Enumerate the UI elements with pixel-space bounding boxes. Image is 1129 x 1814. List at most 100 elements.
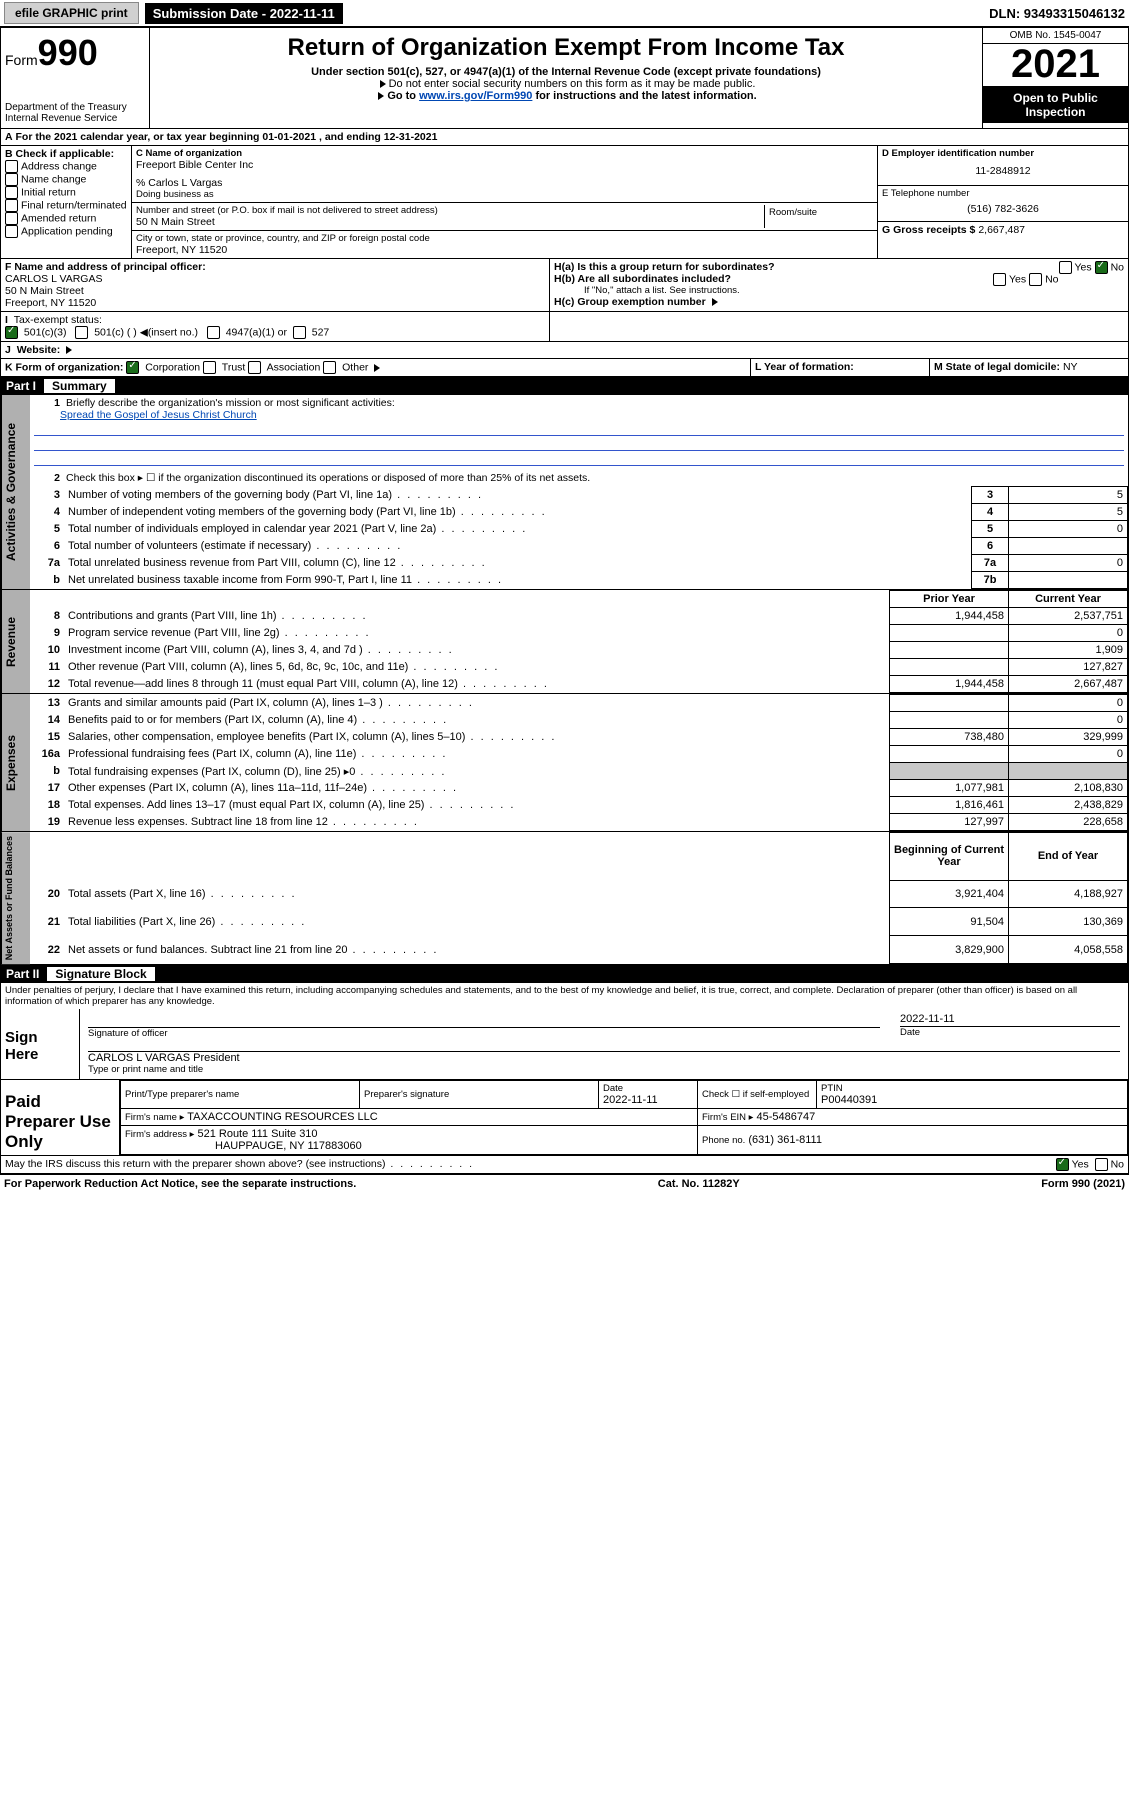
dln-number: DLN: 93493315046132 xyxy=(989,6,1125,21)
corp-checkbox[interactable] xyxy=(126,361,139,374)
officer-group-row: F Name and address of principal officer:… xyxy=(0,259,1129,312)
principal-officer: F Name and address of principal officer:… xyxy=(1,259,550,311)
discuss-no-checkbox[interactable] xyxy=(1095,1158,1108,1171)
officer-printed: CARLOS L VARGAS President xyxy=(88,1052,1120,1064)
submission-date: Submission Date - 2022-11-11 xyxy=(145,3,343,24)
sig-date: 2022-11-11 xyxy=(900,1013,1120,1025)
irs-form-link[interactable]: www.irs.gov/Form990 xyxy=(419,90,532,102)
ein: 11-2848912 xyxy=(882,159,1124,183)
table-row: 4Number of independent voting members of… xyxy=(30,504,1128,521)
city-state-zip: Freeport, NY 11520 xyxy=(136,244,873,256)
trust-checkbox[interactable] xyxy=(203,361,216,374)
governance-table: 3Number of voting members of the governi… xyxy=(30,486,1128,589)
table-row: 22Net assets or fund balances. Subtract … xyxy=(30,936,1128,964)
table-row: 5Total number of individuals employed in… xyxy=(30,521,1128,538)
table-row: 16aProfessional fundraising fees (Part I… xyxy=(30,746,1128,763)
4947-checkbox[interactable] xyxy=(207,326,220,339)
mission-text[interactable]: Spread the Gospel of Jesus Christ Church xyxy=(60,409,257,421)
dba-label: Doing business as xyxy=(136,189,873,200)
telephone: (516) 782-3626 xyxy=(882,199,1124,219)
check-option[interactable]: Name change xyxy=(5,173,127,186)
phone-block: E Telephone number (516) 782-3626 xyxy=(878,186,1128,222)
revenue-table: Prior YearCurrent Year8Contributions and… xyxy=(30,590,1128,693)
hb-no-checkbox[interactable] xyxy=(1029,273,1042,286)
street-block: Number and street (or P.O. box if mail i… xyxy=(132,203,877,231)
gross-receipts-block: G Gross receipts $ 2,667,487 xyxy=(878,222,1128,238)
hb-yes-checkbox[interactable] xyxy=(993,273,1006,286)
paid-preparer-block: Paid Preparer Use Only Print/Type prepar… xyxy=(0,1080,1129,1156)
501c-checkbox[interactable] xyxy=(75,326,88,339)
vtab-governance: Activities & Governance xyxy=(1,395,30,589)
table-row: 7aTotal unrelated business revenue from … xyxy=(30,555,1128,572)
table-row: 21Total liabilities (Part X, line 26)91,… xyxy=(30,908,1128,936)
room-suite-label: Room/suite xyxy=(769,207,869,218)
part1-revenue: Revenue Prior YearCurrent Year8Contribut… xyxy=(0,590,1129,694)
part1-expenses: Expenses 13Grants and similar amounts pa… xyxy=(0,694,1129,832)
501c3-checkbox[interactable] xyxy=(5,326,18,339)
irs-label: Internal Revenue Service xyxy=(5,113,145,124)
firm-ein: 45-5486747 xyxy=(757,1111,816,1123)
ha-yes-checkbox[interactable] xyxy=(1059,261,1072,274)
form-title: Return of Organization Exempt From Incom… xyxy=(158,34,974,62)
care-of: % Carlos L Vargas xyxy=(136,177,873,189)
pra-notice: For Paperwork Reduction Act Notice, see … xyxy=(4,1178,356,1190)
table-row: 17Other expenses (Part IX, column (A), l… xyxy=(30,780,1128,797)
527-checkbox[interactable] xyxy=(293,326,306,339)
gross-receipts: 2,667,487 xyxy=(978,224,1025,236)
table-row: 10Investment income (Part VIII, column (… xyxy=(30,642,1128,659)
ein-block: D Employer identification number 11-2848… xyxy=(878,146,1128,186)
tax-year-range: A For the 2021 calendar year, or tax yea… xyxy=(1,129,1128,145)
section-a-row: A For the 2021 calendar year, or tax yea… xyxy=(0,129,1129,146)
page-footer: For Paperwork Reduction Act Notice, see … xyxy=(0,1174,1129,1193)
table-row: 8Contributions and grants (Part VIII, li… xyxy=(30,608,1128,625)
table-row: 14Benefits paid to or for members (Part … xyxy=(30,712,1128,729)
street-address: 50 N Main Street xyxy=(136,216,764,228)
firm-address2: HAUPPAUGE, NY 117883060 xyxy=(125,1140,693,1152)
table-row: 18Total expenses. Add lines 13–17 (must … xyxy=(30,797,1128,814)
date-label: Date xyxy=(900,1027,1120,1038)
check-option[interactable]: Address change xyxy=(5,160,127,173)
expenses-table: 13Grants and similar amounts paid (Part … xyxy=(30,694,1128,831)
vtab-netassets: Net Assets or Fund Balances xyxy=(1,832,30,964)
check-option[interactable]: Application pending xyxy=(5,225,127,238)
table-row: 13Grants and similar amounts paid (Part … xyxy=(30,695,1128,712)
other-checkbox[interactable] xyxy=(323,361,336,374)
form-header: Form990 Department of the Treasury Inter… xyxy=(0,27,1129,129)
tax-status-row: I Tax-exempt status: 501(c)(3) 501(c) ( … xyxy=(0,312,1129,342)
perjury-statement: Under penalties of perjury, I declare th… xyxy=(0,983,1129,1009)
website-row: J Website: xyxy=(0,342,1129,359)
city-block: City or town, state or province, country… xyxy=(132,231,877,258)
form-subtitle: Under section 501(c), 527, or 4947(a)(1)… xyxy=(158,66,974,78)
efile-print-button[interactable]: efile GRAPHIC print xyxy=(4,2,139,24)
part1-header: Part ISummary xyxy=(0,377,1129,395)
check-option[interactable]: Final return/terminated xyxy=(5,199,127,212)
paid-preparer-label: Paid Preparer Use Only xyxy=(1,1080,120,1155)
ptin: P00440391 xyxy=(821,1094,1123,1106)
check-option[interactable]: Amended return xyxy=(5,212,127,225)
org-name-block: C Name of organization Freeport Bible Ce… xyxy=(132,146,877,203)
tax-year: 2021 xyxy=(983,44,1128,87)
sign-here-label: Sign Here xyxy=(1,1009,80,1079)
discuss-yes-checkbox[interactable] xyxy=(1056,1158,1069,1171)
form-org-row: K Form of organization: Corporation Trus… xyxy=(0,359,1129,377)
year-formation: L Year of formation: xyxy=(751,359,930,376)
top-toolbar: efile GRAPHIC print Submission Date - 20… xyxy=(0,0,1129,27)
dept-treasury: Department of the Treasury xyxy=(5,102,145,113)
table-row: 3Number of voting members of the governi… xyxy=(30,487,1128,504)
sign-here-block: Sign Here Signature of officer 2022-11-1… xyxy=(0,1009,1129,1080)
ha-no-checkbox[interactable] xyxy=(1095,261,1108,274)
check-option[interactable]: Initial return xyxy=(5,186,127,199)
assoc-checkbox[interactable] xyxy=(248,361,261,374)
table-row: 19Revenue less expenses. Subtract line 1… xyxy=(30,814,1128,831)
netassets-table: Beginning of Current YearEnd of Year20To… xyxy=(30,832,1128,964)
sig-officer-label: Signature of officer xyxy=(88,1028,880,1039)
part1-netassets: Net Assets or Fund Balances Beginning of… xyxy=(0,832,1129,965)
org-name: Freeport Bible Center Inc xyxy=(136,159,873,171)
org-info-block: B Check if applicable: Address changeNam… xyxy=(0,146,1129,259)
table-row: 9Program service revenue (Part VIII, lin… xyxy=(30,625,1128,642)
group-return-block: H(a) Is this a group return for subordin… xyxy=(550,259,1128,311)
preparer-phone: (631) 361-8111 xyxy=(748,1134,822,1146)
vtab-expenses: Expenses xyxy=(1,694,30,831)
table-row: bNet unrelated business taxable income f… xyxy=(30,572,1128,589)
vtab-revenue: Revenue xyxy=(1,590,30,693)
